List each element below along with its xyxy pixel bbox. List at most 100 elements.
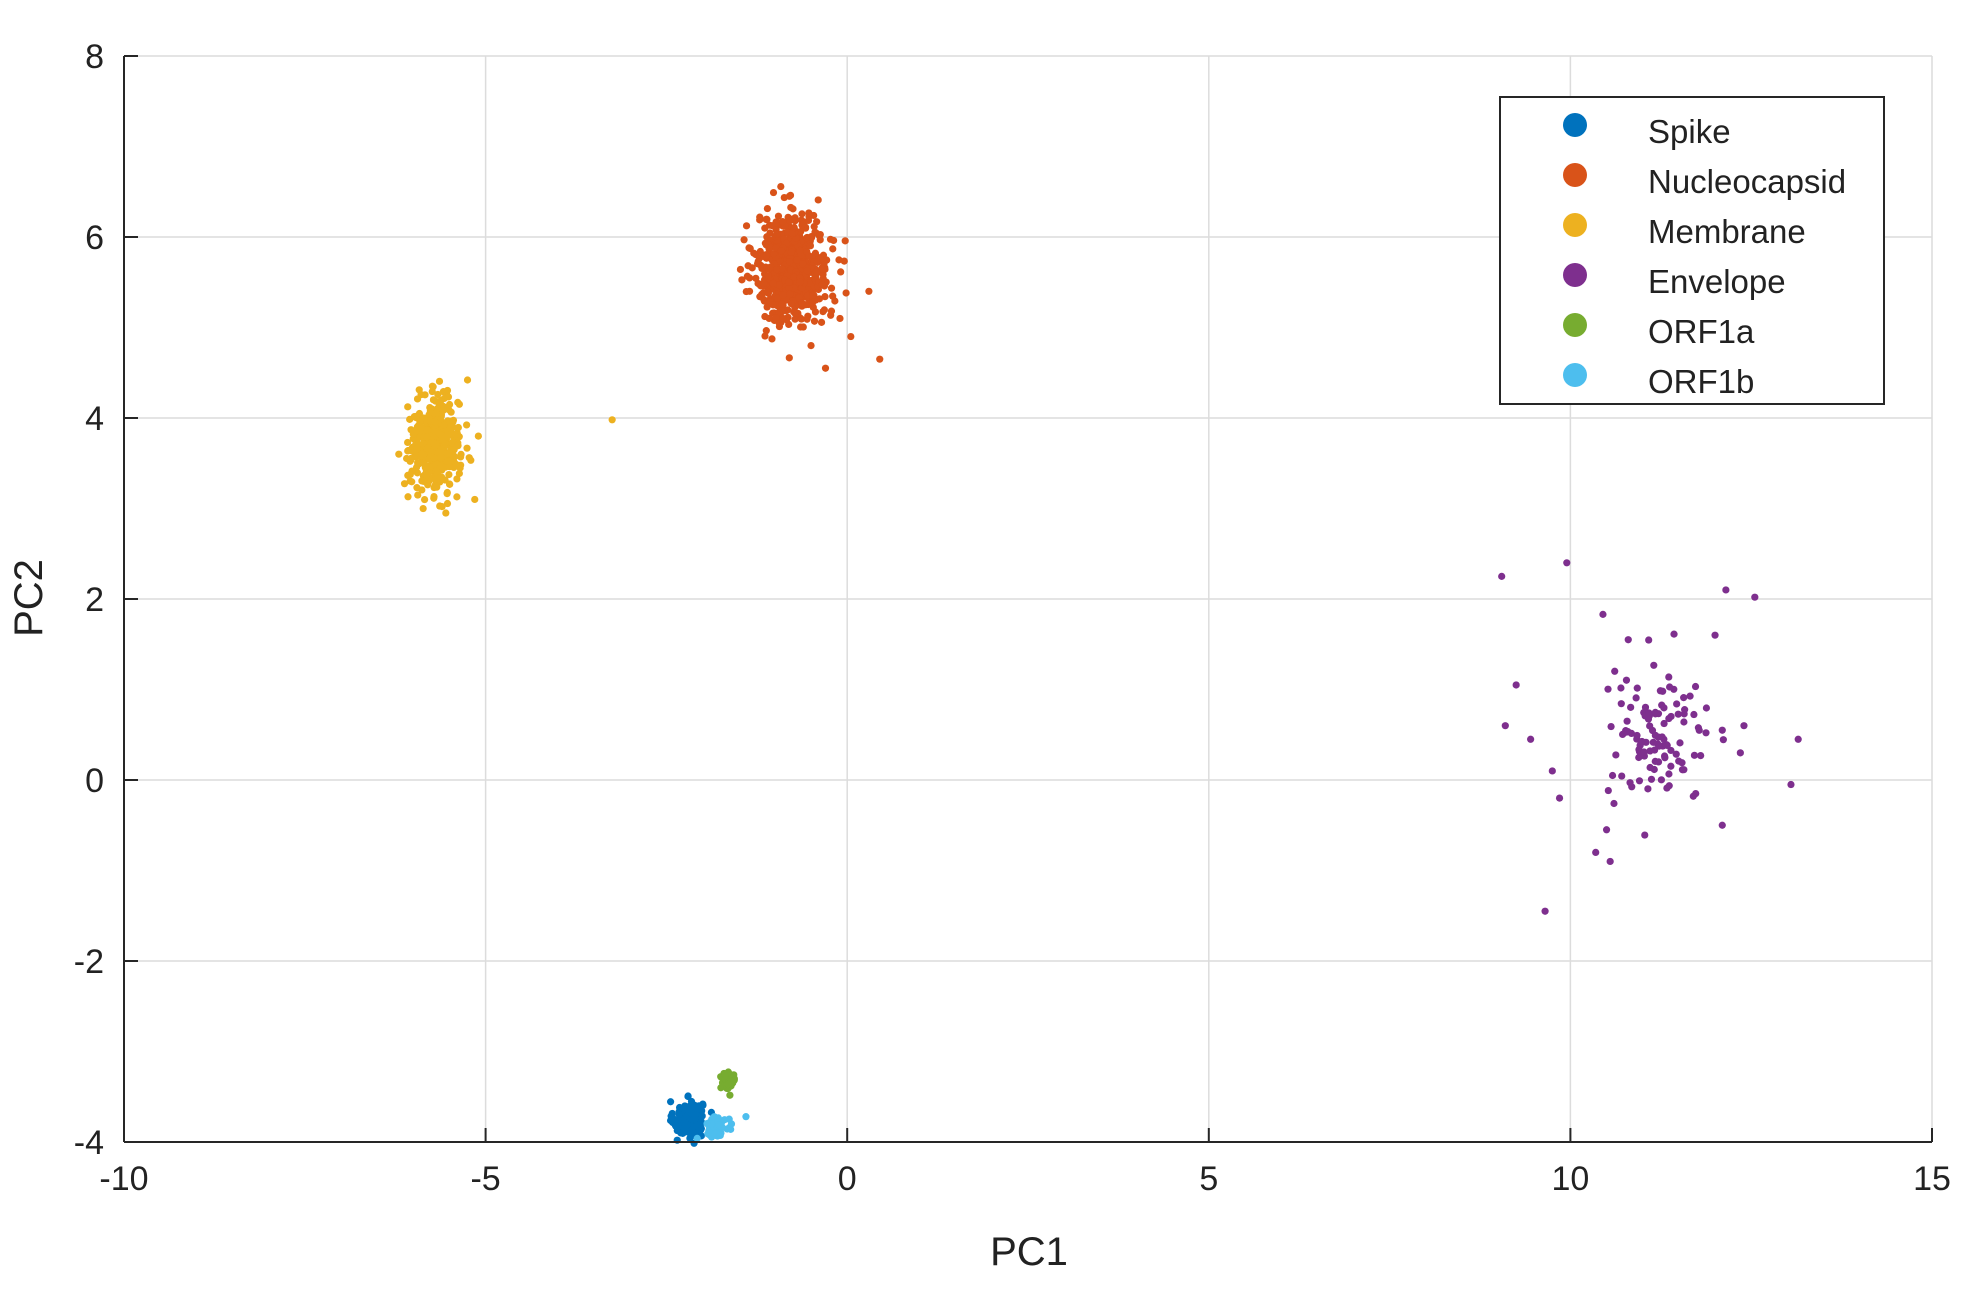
legend-label: ORF1a [1648,313,1755,350]
data-point [812,268,821,276]
data-point [686,1134,694,1142]
data-point [841,237,849,245]
data-point [431,418,439,426]
data-point [765,314,773,323]
data-point [803,315,811,323]
data-point [763,303,771,311]
data-point [785,284,793,292]
data-point [1611,667,1619,675]
data-point [430,454,438,462]
data-point [821,293,829,301]
data-point [796,246,804,255]
data-point [429,439,438,447]
data-point [829,245,837,253]
data-point [1563,559,1571,567]
data-point [1638,737,1646,746]
data-point [400,480,409,488]
data-point [703,1119,711,1128]
data-point [1680,694,1688,702]
data-point [447,408,455,416]
data-point [790,273,798,281]
data-point [423,444,431,452]
data-point [760,279,768,288]
data-point [740,236,748,244]
data-point [407,426,415,434]
data-point [693,1134,701,1142]
data-point [673,1116,681,1124]
data-point [1512,681,1520,689]
data-point [1719,736,1727,744]
data-point [1624,636,1632,644]
data-point [1667,746,1675,755]
data-point [727,1120,736,1128]
data-point [1680,766,1688,774]
legend-marker-orf1a [1563,313,1587,337]
data-point [1660,704,1668,712]
data-point [434,390,442,399]
data-point [798,299,806,307]
y-tick-label: 2 [85,581,104,619]
data-point [457,453,465,461]
data-point [830,236,838,245]
data-point [443,386,452,395]
y-tick-label: 8 [85,38,104,76]
data-point [417,391,425,399]
data-point [1695,726,1703,734]
data-point [1702,729,1710,737]
data-point [1680,718,1688,726]
data-point [762,252,771,260]
data-point [827,307,836,315]
data-point [454,423,462,432]
data-point [1658,733,1666,741]
data-point [761,332,769,340]
data-point [1632,694,1640,702]
data-point [448,429,456,437]
data-point [463,376,472,384]
data-point [438,448,446,456]
data-point [404,493,412,501]
data-points [395,182,1802,1147]
data-point [695,1102,703,1110]
data-point [1718,726,1726,734]
data-point [793,256,801,264]
data-point [404,438,412,447]
data-point [840,257,848,265]
data-point [1548,767,1556,775]
data-point [796,278,804,286]
x-tick-label: 10 [1551,1160,1589,1198]
data-point [791,309,799,317]
data-point [1661,754,1669,762]
series-envelope [1498,559,1802,915]
data-point [463,421,471,429]
data-point [689,1128,697,1136]
data-point [1690,751,1699,759]
legend-marker-orf1b [1563,363,1587,387]
data-point [798,210,806,218]
data-point [763,215,771,224]
data-point [1665,770,1673,778]
data-point [1651,708,1659,716]
data-point [455,469,463,478]
legend-box [1499,96,1885,405]
data-point [1527,735,1535,743]
data-point [769,188,778,197]
legend-label: ORF1b [1648,363,1754,400]
x-tick-label: -5 [470,1160,500,1198]
data-point [440,421,448,429]
data-point [762,327,770,335]
data-point [836,314,844,323]
data-point [1612,751,1620,759]
data-point [465,454,473,462]
data-point [752,274,760,282]
data-point [1660,719,1668,728]
data-point [449,418,457,426]
data-point [813,258,822,266]
data-point [787,300,795,308]
data-point [423,426,431,434]
data-point [1646,747,1654,755]
data-point [419,440,427,448]
data-point [799,260,807,268]
data-point [797,315,805,323]
data-point [428,387,436,396]
data-point [816,230,824,239]
